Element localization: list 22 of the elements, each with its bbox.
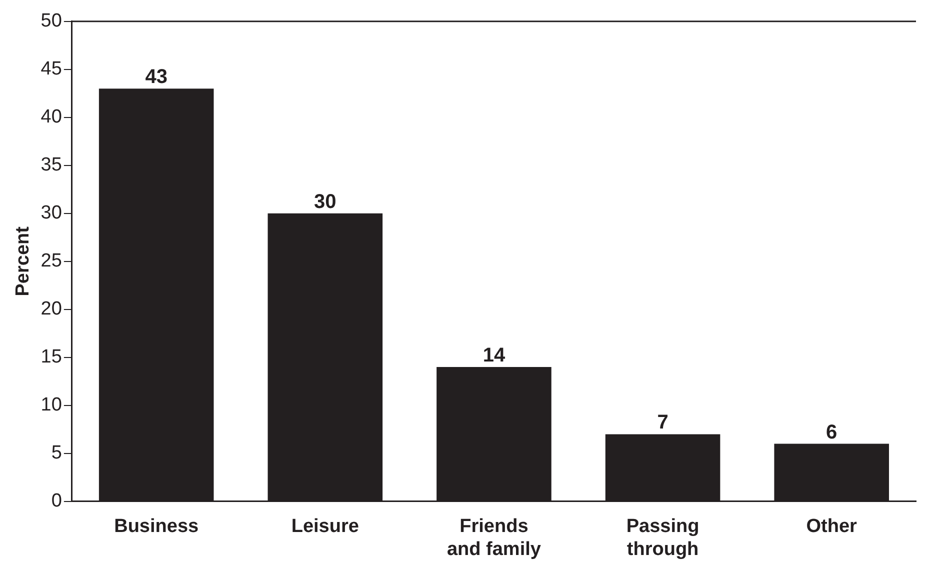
- x-tick-label: Business: [114, 516, 199, 538]
- y-tick-label: 20: [40, 298, 62, 320]
- y-tick-label: 10: [40, 394, 62, 416]
- y-tick-label: 25: [40, 250, 62, 272]
- y-tick-label: 5: [51, 442, 62, 464]
- x-tick-label: Friends and family: [446, 516, 542, 560]
- data-label: 30: [314, 190, 336, 213]
- y-tick-label: 30: [40, 202, 62, 224]
- x-tick-label: Leisure: [291, 516, 359, 538]
- y-axis-title: Percent: [12, 226, 34, 296]
- y-tick-label: 45: [40, 58, 62, 80]
- y-tick-label: 50: [40, 10, 62, 32]
- data-label: 43: [145, 66, 168, 88]
- y-tick-label: 35: [40, 154, 62, 176]
- y-tick-label: 15: [40, 346, 62, 368]
- data-label: 7: [657, 412, 668, 434]
- data-label: 14: [482, 344, 506, 367]
- data-label: 6: [826, 421, 838, 444]
- x-tick-label: Passing through: [626, 516, 700, 560]
- x-tick-label: Other: [806, 516, 858, 538]
- y-tick-label: 0: [51, 490, 62, 512]
- y-tick-label: 40: [40, 106, 62, 128]
